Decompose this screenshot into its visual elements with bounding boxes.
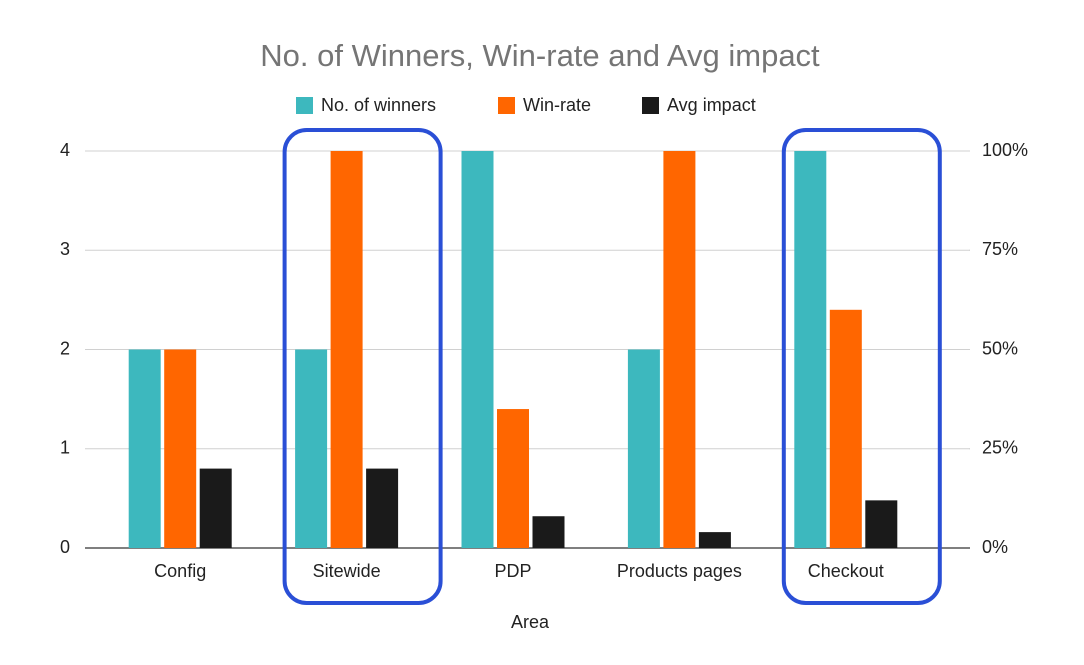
bar [794,151,827,548]
x-tick-label: Checkout [808,561,884,581]
bar [164,349,197,548]
bar [366,468,399,548]
bar [532,516,565,548]
x-axis-label: Area [511,612,550,632]
y2-tick-label: 100% [982,140,1028,160]
chart-title: No. of Winners, Win-rate and Avg impact [260,38,820,73]
bar [295,349,328,548]
y2-tick-label: 50% [982,338,1018,358]
bar [128,349,161,548]
y-tick-label: 4 [60,140,70,160]
bar [461,151,494,548]
legend-swatch [498,97,515,114]
bar [330,151,363,548]
y-tick-label: 3 [60,239,70,259]
bar [627,349,660,548]
y2-tick-label: 25% [982,438,1018,458]
y2-tick-label: 75% [982,239,1018,259]
legend-label: No. of winners [321,95,436,115]
y-tick-label: 1 [60,438,70,458]
x-tick-label: PDP [494,561,531,581]
x-tick-label: Config [154,561,206,581]
y-tick-label: 0 [60,537,70,557]
x-tick-label: Sitewide [313,561,381,581]
legend-label: Avg impact [667,95,756,115]
bar [698,532,731,548]
highlight-box [282,128,443,605]
bar [663,151,696,548]
legend-label: Win-rate [523,95,591,115]
legend-swatch [296,97,313,114]
bar [865,500,898,548]
x-tick-label: Products pages [617,561,742,581]
bar [497,409,529,548]
bar [199,468,232,548]
legend-swatch [642,97,659,114]
bar [829,309,862,548]
y-tick-label: 2 [60,338,70,358]
y2-tick-label: 0% [982,537,1008,557]
highlight-box [781,128,942,605]
